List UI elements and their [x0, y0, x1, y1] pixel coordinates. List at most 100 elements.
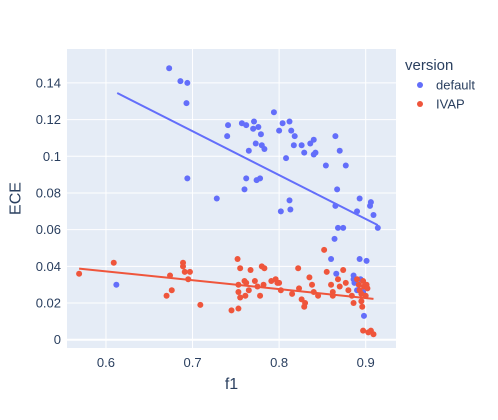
data-point-default [356, 256, 363, 263]
data-point-default [331, 235, 338, 242]
data-point-ivap [296, 285, 303, 292]
data-point-default [310, 151, 317, 158]
data-point-ivap [186, 268, 193, 275]
data-point-ivap [257, 292, 264, 299]
data-point-default [257, 175, 264, 182]
data-point-ivap [163, 292, 170, 299]
data-point-ivap [302, 300, 309, 307]
data-point-default [286, 118, 293, 125]
data-point-default [332, 202, 339, 209]
data-point-default [224, 133, 231, 140]
data-point-default [270, 109, 277, 116]
data-point-ivap [310, 289, 317, 296]
data-point-default [310, 136, 317, 143]
data-point-default [290, 142, 297, 149]
data-point-default [213, 195, 220, 202]
data-point-default [166, 65, 173, 72]
data-point-default [251, 118, 258, 125]
data-point-default [258, 142, 265, 149]
data-point-default [279, 120, 286, 127]
data-point-default [374, 224, 381, 231]
data-point-ivap [321, 246, 328, 253]
data-point-default [277, 208, 284, 215]
data-point-default [287, 206, 294, 213]
data-point-default [298, 142, 305, 149]
data-point-ivap [110, 259, 117, 266]
data-point-default [356, 195, 363, 202]
data-point-default [360, 312, 367, 319]
data-point-ivap [355, 281, 362, 288]
data-point-ivap [345, 287, 352, 294]
data-point-ivap [254, 283, 261, 290]
data-point-ivap [370, 331, 377, 338]
data-point-default [301, 149, 308, 156]
data-point-ivap [167, 272, 174, 279]
x-axis-title: f1 [225, 376, 238, 393]
data-point-ivap [336, 283, 343, 290]
data-point-ivap [234, 256, 241, 263]
data-point-ivap [359, 303, 366, 310]
data-point-ivap [306, 274, 313, 281]
data-point-ivap [328, 281, 335, 288]
data-point-ivap [251, 278, 258, 285]
data-point-ivap [315, 292, 322, 299]
data-point-ivap [354, 276, 361, 283]
tick-labels: 0.6 0.7 0.8 0.9 0 0.02 0.04 0.06 0.08 0.1 0.12 0.14 [36, 75, 375, 370]
data-point-ivap [362, 292, 369, 299]
data-point-ivap [276, 279, 283, 286]
data-point-default [283, 155, 290, 162]
data-point-ivap [329, 292, 336, 299]
y-tick-label: 0.02 [36, 296, 61, 311]
series-default [113, 65, 381, 319]
data-point-ivap [348, 292, 355, 299]
data-point-default [177, 78, 184, 85]
data-point-ivap [235, 289, 242, 296]
data-point-ivap [342, 279, 349, 286]
data-point-ivap [197, 301, 204, 308]
data-point-ivap [180, 263, 187, 270]
data-point-ivap [228, 307, 235, 314]
legend-marker [417, 82, 423, 88]
y-tick-label: 0.12 [36, 112, 61, 127]
data-point-default [336, 147, 343, 154]
data-point-ivap [323, 268, 330, 275]
data-point-default [286, 197, 293, 204]
data-point-default [291, 133, 298, 140]
data-point-default [225, 122, 232, 129]
legend-marker [417, 101, 423, 107]
data-point-default [370, 212, 377, 219]
y-tick-label: 0.08 [36, 185, 61, 200]
data-point-default [183, 100, 190, 107]
y-tick-label: 0.14 [36, 75, 61, 90]
legend-item-default[interactable]: default [417, 78, 475, 93]
data-point-default [363, 257, 370, 264]
legend-item-ivap[interactable]: IVAP [417, 97, 465, 112]
plot-area [67, 49, 396, 348]
data-point-default [113, 281, 120, 288]
data-point-default [184, 79, 191, 86]
y-axis-title: ECE [8, 182, 25, 215]
trendline-ivap [79, 267, 374, 300]
legend: version default IVAP [405, 57, 475, 112]
data-point-default [340, 224, 347, 231]
y-tick-label: 0 [54, 332, 61, 347]
data-point-default [334, 224, 341, 231]
data-point-default [354, 208, 361, 215]
data-point-default [333, 270, 340, 277]
data-point-ivap [295, 265, 302, 272]
data-point-ivap [242, 292, 249, 299]
data-point-default [322, 162, 329, 169]
y-tick-label: 0.1 [43, 149, 61, 164]
legend-title: version [405, 57, 453, 74]
data-point-ivap [181, 268, 188, 275]
data-point-default [276, 127, 283, 134]
data-point-default [332, 133, 339, 140]
y-tick-label: 0.04 [36, 259, 61, 274]
data-point-ivap [185, 276, 192, 283]
data-point-ivap [277, 287, 284, 294]
data-point-ivap [360, 327, 367, 334]
data-point-default [245, 147, 252, 154]
data-point-default [243, 175, 250, 182]
